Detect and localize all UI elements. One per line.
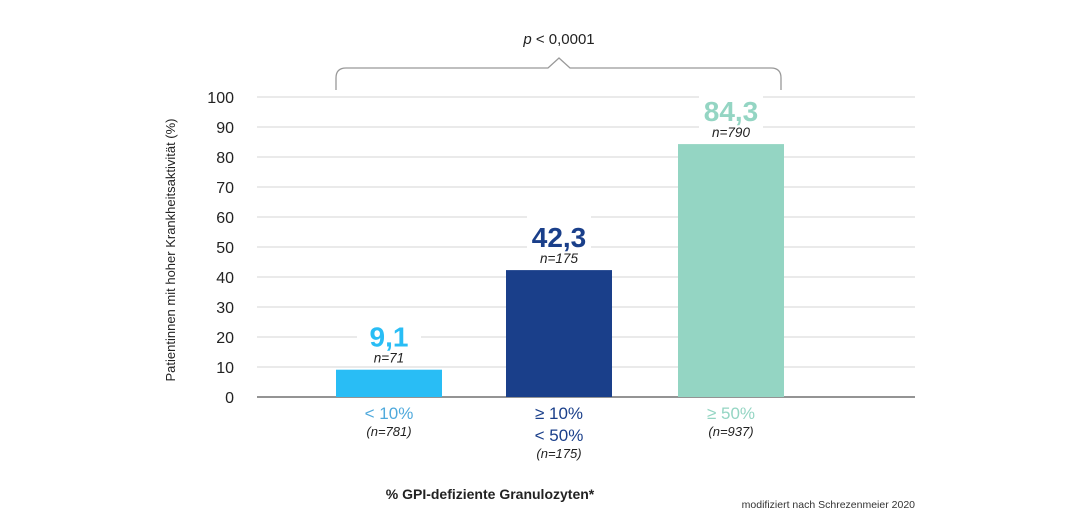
y-tick-label-5: 50 (216, 240, 234, 257)
y-tick-label-7: 70 (216, 180, 234, 197)
bars (336, 144, 784, 397)
category-n-label-2: (n=937) (708, 424, 753, 439)
y-axis-label: Patientinnen mit hoher Krankheitsaktivit… (163, 118, 178, 381)
p-value: < 0,0001 (532, 31, 595, 48)
y-tick-label-1: 10 (216, 360, 234, 377)
y-tick-label-6: 60 (216, 210, 234, 227)
y-tick-label-8: 80 (216, 150, 234, 167)
y-axis-ticks: 0 10 20 30 40 50 60 70 80 90 100 (207, 90, 234, 407)
p-symbol: p (522, 31, 531, 48)
category-n-label-0: (n=781) (366, 424, 411, 439)
bar-value-label-0: 9,1 (370, 322, 409, 353)
category-label-1-line-1: < 50% (535, 426, 584, 445)
y-tick-label-2: 20 (216, 330, 234, 347)
y-tick-label-3: 30 (216, 300, 234, 317)
bar-label-bg-2 (699, 86, 763, 139)
bar-labels: 9,1n=71 42,3n=175 84,3n=790 (357, 86, 763, 366)
p-value-label: p < 0,0001 (522, 31, 594, 48)
bar-label-bg-1 (527, 212, 591, 265)
bar-label-bg-0 (357, 311, 421, 364)
category-labels: < 10%(n=781) ≥ 10% < 50%(n=175) ≥ 50%(n=937… (365, 404, 755, 461)
y-tick-label-10: 100 (207, 90, 234, 107)
category-label-2-line-0: ≥ 50% (707, 404, 755, 423)
x-axis-label: % GPI-defiziente Granulozyten* (386, 486, 595, 502)
bar-value-label-1: 42,3 (532, 222, 587, 253)
category-label-1-line-0: ≥ 10% (535, 404, 583, 423)
bar-n-label-0: n=71 (374, 351, 404, 366)
y-tick-label-4: 40 (216, 270, 234, 287)
source-note: modifiziert nach Schrezenmeier 2020 (742, 499, 915, 511)
bar-0 (336, 369, 442, 397)
significance-bracket (335, 57, 782, 90)
bar-n-label-2: n=790 (712, 125, 750, 140)
category-n-label-1: (n=175) (536, 446, 581, 461)
y-tick-label-9: 90 (216, 120, 234, 137)
bar-1 (506, 270, 612, 397)
bar-2 (678, 144, 784, 397)
category-label-0-line-0: < 10% (365, 404, 414, 423)
bar-n-label-1: n=175 (540, 251, 578, 266)
significance-annotation: p < 0,0001 (335, 31, 782, 90)
bar-value-label-2: 84,3 (704, 96, 759, 127)
y-tick-label-0: 0 (225, 390, 234, 407)
